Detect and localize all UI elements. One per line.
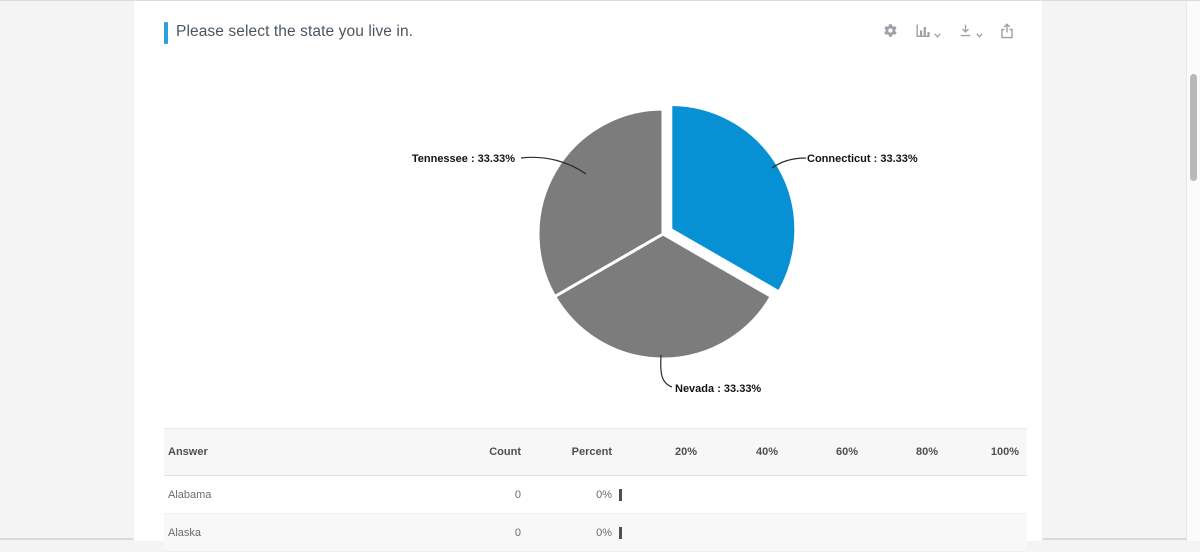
scale-tick-80: 80% — [915, 446, 939, 458]
table-row: Alaska 0 0% — [164, 514, 1027, 552]
percent-bar-zero-marker — [619, 526, 622, 539]
title-accent-bar — [164, 22, 168, 44]
tennessee-leader-line — [520, 156, 587, 175]
results-table: Answer Count Percent 20% 40% 60% 80% 100… — [164, 428, 1027, 552]
chevron-down-icon — [934, 33, 941, 38]
table-row: Alabama 0 0% — [164, 476, 1027, 514]
percent-bar-zero-marker — [619, 488, 622, 501]
column-header-percent: Percent — [571, 446, 612, 458]
table-header-row: Answer Count Percent 20% 40% 60% 80% 100… — [164, 428, 1027, 476]
survey-question-card: Please select the state you live in. — [133, 1, 1043, 552]
column-header-answer: Answer — [168, 446, 208, 458]
export-share-icon — [1000, 23, 1014, 39]
scale-tick-20: 20% — [674, 446, 698, 458]
answer-cell: Alabama — [168, 488, 212, 501]
chevron-down-icon — [976, 33, 983, 38]
nevada-leader-line — [660, 354, 673, 388]
scale-tick-100: 100% — [990, 446, 1020, 458]
pie-label-nevada: Nevada : 33.33% — [675, 383, 762, 395]
settings-gear-icon — [883, 23, 898, 38]
pie-chart — [520, 103, 807, 388]
scrollbar[interactable] — [1186, 1, 1200, 541]
answer-cell: Alaska — [168, 526, 202, 539]
scale-tick-60: 60% — [835, 446, 859, 458]
export-share-button[interactable] — [1000, 23, 1014, 39]
connecticut-leader-line — [771, 157, 807, 169]
scale-tick-40: 40% — [755, 446, 779, 458]
percent-cell: 0% — [596, 488, 612, 501]
question-title: Please select the state you live in. — [176, 23, 414, 40]
scrollbar-thumb[interactable] — [1190, 74, 1197, 181]
chart-type-icon — [915, 23, 931, 38]
download-icon — [958, 23, 973, 38]
count-cell: 0 — [514, 488, 521, 501]
percent-cell: 0% — [596, 526, 612, 539]
settings-button[interactable] — [883, 23, 898, 38]
column-header-count: Count — [489, 446, 521, 458]
count-cell: 0 — [514, 526, 521, 539]
pie-slice-connecticut[interactable] — [669, 103, 798, 294]
pie-label-connecticut: Connecticut : 33.33% — [807, 153, 918, 165]
pie-slice-tennessee[interactable] — [536, 107, 665, 298]
chart-toolbar — [883, 23, 1014, 39]
chart-type-button[interactable] — [915, 23, 941, 38]
download-button[interactable] — [958, 23, 983, 38]
pie-label-tennessee: Tennessee : 33.33% — [411, 153, 515, 165]
pie-slice-nevada[interactable] — [553, 232, 773, 361]
